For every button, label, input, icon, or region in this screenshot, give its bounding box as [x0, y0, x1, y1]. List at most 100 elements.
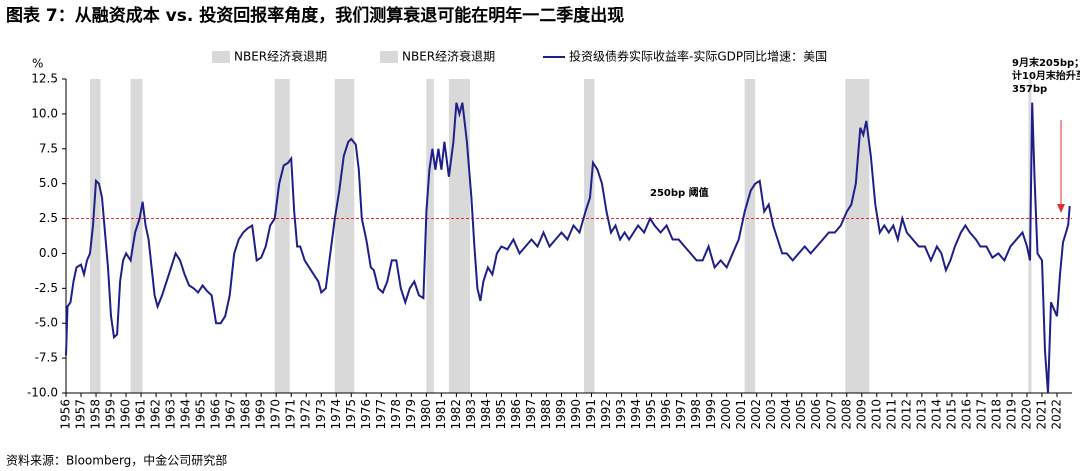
y-tick-label: 10.0: [31, 106, 58, 120]
x-tick-label: 1957: [74, 399, 88, 430]
x-tick-label: 2007: [824, 399, 838, 430]
x-tick-label: 1978: [389, 399, 403, 430]
x-tick-label: 1983: [464, 399, 478, 430]
x-tick-label: 2019: [1004, 399, 1018, 430]
x-tick-label: 1993: [614, 399, 628, 430]
x-tick-label: 2013: [914, 399, 928, 430]
series-line: [65, 102, 1071, 394]
recession-band: [448, 79, 470, 393]
x-tick-label: 1970: [269, 399, 283, 430]
y-tick-label: -7.5: [35, 351, 58, 365]
x-tick-label: 1966: [209, 399, 223, 430]
recession-band: [130, 79, 143, 393]
x-tick-label: 1987: [524, 399, 538, 430]
x-tick-label: 1991: [584, 399, 598, 430]
x-tick-label: 2004: [779, 399, 793, 430]
x-tick-label: 2012: [899, 399, 913, 430]
x-tick-label: 2020: [1019, 399, 1033, 430]
x-tick-label: 1963: [164, 399, 178, 430]
x-tick-label: 1990: [569, 399, 583, 430]
x-tick-label: 1998: [689, 399, 703, 430]
x-tick-label: 2010: [869, 399, 883, 430]
x-tick-label: 2021: [1034, 399, 1048, 430]
x-tick-label: 2011: [884, 399, 898, 430]
x-tick-label: 1956: [59, 399, 73, 430]
x-tick-label: 1977: [374, 399, 388, 430]
x-tick-label: 1984: [479, 399, 493, 430]
x-tick-label: 1962: [149, 399, 163, 430]
x-tick-label: 1960: [119, 399, 133, 430]
x-tick-label: 1995: [644, 399, 658, 430]
x-tick-label: 1958: [89, 399, 103, 430]
y-tick-label: 0.0: [39, 246, 58, 260]
x-tick-label: 2008: [839, 399, 853, 430]
recession-band: [584, 79, 595, 393]
annotation: 9月末205bp；预: [1012, 56, 1080, 69]
y-tick-label: 5.0: [39, 176, 58, 190]
recession-band: [744, 79, 756, 393]
recession-band: [274, 79, 290, 393]
x-tick-label: 1981: [434, 399, 448, 430]
x-tick-label: 1959: [104, 399, 118, 430]
legend-label: 投资级债券实际收益率-实际GDP同比增速：美国: [569, 49, 827, 64]
legend-swatch: [212, 51, 230, 63]
x-tick-label: 1989: [554, 399, 568, 430]
legend-label: NBER经济衰退期: [402, 49, 495, 64]
y-tick-label: -5.0: [35, 316, 58, 330]
x-tick-label: 2016: [959, 399, 973, 430]
x-tick-label: 2005: [794, 399, 808, 430]
chart-title: 图表 7：从融资成本 vs. 投资回报率角度，我们测算衰退可能在明年一二季度出现: [6, 5, 624, 26]
x-tick-label: 1988: [539, 399, 553, 430]
x-tick-label: 1979: [404, 399, 418, 430]
x-tick-label: 1972: [299, 399, 313, 430]
x-tick-label: 1967: [224, 399, 238, 430]
x-tick-label: 1986: [509, 399, 523, 430]
x-tick-label: 2017: [974, 399, 988, 430]
x-tick-label: 2006: [809, 399, 823, 430]
y-unit: %: [32, 57, 43, 71]
legend-label: NBER经济衰退期: [234, 49, 327, 64]
x-tick-label: 1965: [194, 399, 208, 430]
legend-swatch: [380, 51, 398, 63]
recession-band: [426, 79, 434, 393]
x-tick-label: 1975: [344, 399, 358, 430]
recession-band: [334, 79, 355, 393]
x-tick-label: 1968: [239, 399, 253, 430]
x-tick-label: 1973: [314, 399, 328, 430]
recession-band: [90, 79, 101, 393]
x-tick-label: 1964: [179, 399, 193, 430]
x-tick-label: 1961: [134, 399, 148, 430]
y-tick-label: -10.0: [27, 386, 58, 400]
x-tick-label: 2003: [764, 399, 778, 430]
annotation: 计10月末抬升至: [1012, 69, 1080, 82]
x-tick-label: 1974: [329, 399, 343, 430]
x-tick-label: 1982: [449, 399, 463, 430]
x-tick-label: 1994: [629, 399, 643, 430]
y-tick-label: 7.5: [39, 141, 58, 155]
arrow-head: [1057, 204, 1065, 213]
x-tick-label: 2002: [749, 399, 763, 430]
x-tick-label: 1992: [599, 399, 613, 430]
x-tick-label: 1985: [494, 399, 508, 430]
y-tick-label: 12.5: [31, 72, 58, 86]
recession-band: [845, 79, 870, 393]
x-tick-label: 1976: [359, 399, 373, 430]
x-tick-label: 2014: [929, 399, 943, 430]
threshold-label: 250bp 阈值: [650, 186, 709, 199]
x-tick-label: 2022: [1049, 399, 1063, 430]
x-tick-label: 1980: [419, 399, 433, 430]
x-tick-label: 2001: [734, 399, 748, 430]
x-tick-label: 1971: [284, 399, 298, 430]
y-tick-label: 2.5: [39, 211, 58, 225]
x-tick-label: 2015: [944, 399, 958, 430]
x-tick-label: 1996: [659, 399, 673, 430]
x-tick-label: 1997: [674, 399, 688, 430]
y-tick-label: -2.5: [35, 281, 58, 295]
x-tick-label: 2000: [719, 399, 733, 430]
source: 资料来源：Bloomberg，中金公司研究部: [6, 453, 227, 468]
x-tick-label: 2009: [854, 399, 868, 430]
annotation: 357bp: [1012, 84, 1047, 95]
x-tick-label: 2018: [989, 399, 1003, 430]
x-tick-label: 1999: [704, 399, 718, 430]
